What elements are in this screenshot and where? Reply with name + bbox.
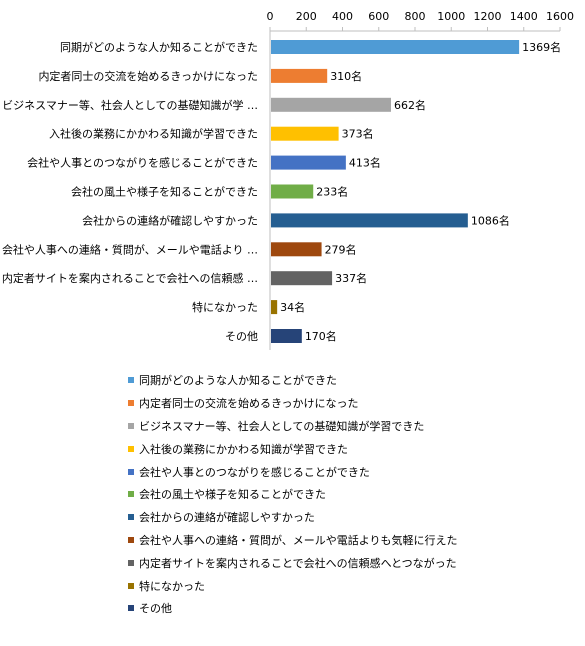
data-label: 34名 bbox=[280, 300, 305, 314]
category-label: 同期がどのような人か知ることができた bbox=[60, 40, 258, 54]
legend-swatch bbox=[128, 514, 134, 521]
bar bbox=[271, 126, 339, 141]
legend-entry: 会社からの連絡が確認しやすかった bbox=[128, 506, 578, 529]
category-label: 内定者同士の交流を始めるきっかけになった bbox=[38, 69, 258, 83]
legend-entry: 会社の風土や様子を知ることができた bbox=[128, 483, 578, 506]
legend-label: 会社の風土や様子を知ることができた bbox=[139, 488, 326, 502]
category-label: その他 bbox=[225, 330, 258, 343]
bar bbox=[271, 155, 346, 170]
legend-entry: 特になかった bbox=[128, 574, 578, 597]
bar bbox=[271, 184, 314, 199]
legend-label: 会社や人事への連絡・質問が、メールや電話よりも気軽に行えた bbox=[139, 533, 458, 547]
x-tick-label: 1600 bbox=[546, 10, 574, 23]
legend-entry: 会社や人事とのつながりを感じることができた bbox=[128, 460, 578, 483]
legend-entry: その他 bbox=[128, 597, 578, 620]
category-label: 内定者サイトを案内されることで会社への信頼感 … bbox=[2, 271, 258, 285]
legend-label: その他 bbox=[139, 602, 172, 616]
bar bbox=[271, 213, 468, 228]
data-label: 337名 bbox=[335, 271, 367, 285]
chart-legend: 同期がどのような人か知ることができた内定者同士の交流を始めるきっかけになったビジ… bbox=[128, 369, 578, 620]
legend-label: ビジネスマナー等、社会人としての基礎知識が学習できた bbox=[139, 419, 425, 433]
category-label: 会社や人事への連絡・質問が、メールや電話より … bbox=[2, 242, 258, 256]
bar bbox=[271, 300, 278, 315]
bar-chart: 0 200 400 600 800 1000 1200 1400 1600 同期がどのような人か知… bbox=[2, 10, 574, 350]
x-tick-label: 1200 bbox=[474, 10, 502, 23]
legend-entry: 会社や人事への連絡・質問が、メールや電話よりも気軽に行えた bbox=[128, 529, 578, 552]
category-label: 会社からの連絡が確認しやすかった bbox=[82, 213, 258, 227]
bar bbox=[271, 329, 302, 343]
legend-label: 同期がどのような人か知ることができた bbox=[139, 374, 337, 388]
legend-swatch bbox=[128, 400, 134, 407]
bar bbox=[271, 68, 328, 83]
legend-label: 会社からの連絡が確認しやすかった bbox=[139, 511, 315, 525]
legend-swatch bbox=[128, 536, 134, 543]
data-label: 279名 bbox=[325, 242, 357, 256]
data-label: 170名 bbox=[305, 329, 337, 343]
category-label: 会社の風土や様子を知ることができた bbox=[71, 185, 258, 199]
x-tick-label: 0 bbox=[267, 10, 274, 23]
bar bbox=[271, 242, 322, 257]
legend-label: 内定者同士の交流を始めるきっかけになった bbox=[139, 397, 359, 411]
bar bbox=[271, 271, 333, 286]
legend-swatch bbox=[128, 582, 134, 589]
x-tick-label: 800 bbox=[405, 10, 426, 23]
legend-entry: 内定者サイトを案内されることで会社への信頼感へとつながった bbox=[128, 551, 578, 574]
x-tick-label: 1000 bbox=[437, 10, 465, 23]
x-tick-label: 1400 bbox=[510, 10, 538, 23]
legend-swatch bbox=[128, 445, 134, 452]
data-label: 310名 bbox=[330, 69, 362, 83]
legend-swatch bbox=[128, 605, 134, 612]
category-label: 会社や人事とのつながりを感じることができた bbox=[27, 156, 258, 170]
legend-entry: ビジネスマナー等、社会人としての基礎知識が学習できた bbox=[128, 415, 578, 438]
x-tick-label: 600 bbox=[368, 10, 389, 23]
x-tick-label: 200 bbox=[296, 10, 317, 23]
bar bbox=[271, 40, 520, 54]
legend-swatch bbox=[128, 468, 134, 475]
legend-label: 会社や人事とのつながりを感じることができた bbox=[139, 465, 370, 479]
category-label: 入社後の業務にかかわる知識が学習できた bbox=[49, 127, 258, 141]
legend-swatch bbox=[128, 559, 134, 566]
data-label: 1086名 bbox=[471, 213, 510, 227]
data-label: 373名 bbox=[342, 127, 374, 141]
category-label: ビジネスマナー等、社会人としての基礎知識が学 … bbox=[2, 98, 258, 112]
data-label: 662名 bbox=[394, 98, 426, 112]
legend-entry: 入社後の業務にかかわる知識が学習できた bbox=[128, 437, 578, 460]
category-label: 特になかった bbox=[192, 300, 258, 314]
legend-swatch bbox=[128, 422, 134, 429]
legend-label: 入社後の業務にかかわる知識が学習できた bbox=[139, 442, 348, 456]
data-label: 233名 bbox=[316, 185, 348, 199]
bar bbox=[271, 97, 391, 112]
x-tick-label: 400 bbox=[332, 10, 353, 23]
legend-swatch bbox=[128, 377, 134, 384]
legend-swatch bbox=[128, 491, 134, 498]
legend-label: 特になかった bbox=[139, 579, 205, 593]
data-label: 413名 bbox=[349, 156, 381, 170]
legend-entry: 内定者同士の交流を始めるきっかけになった bbox=[128, 392, 578, 415]
legend-label: 内定者サイトを案内されることで会社への信頼感へとつながった bbox=[139, 556, 457, 570]
data-label: 1369名 bbox=[522, 40, 561, 54]
legend-entry: 同期がどのような人か知ることができた bbox=[128, 369, 578, 392]
